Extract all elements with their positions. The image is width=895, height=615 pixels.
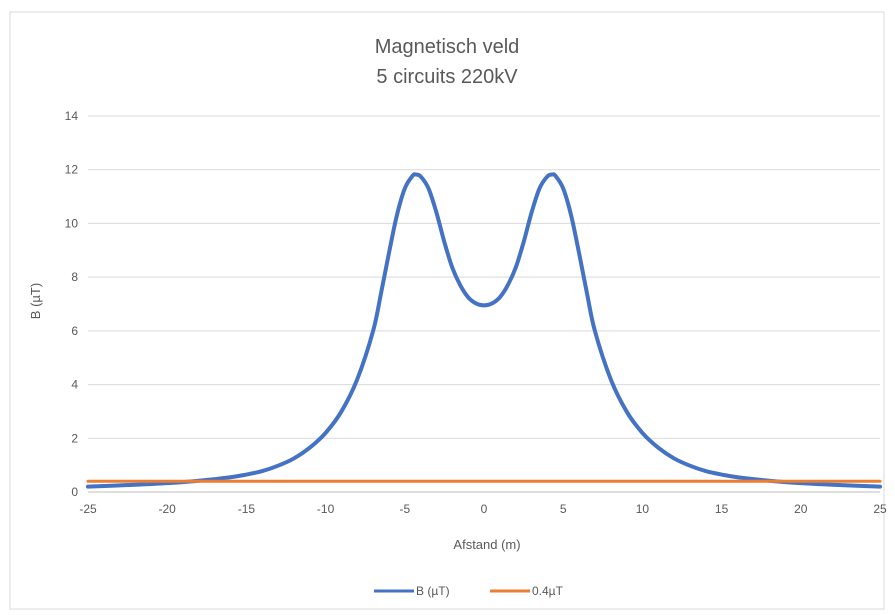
y-tick-label: 14: [65, 109, 79, 123]
x-tick-labels: -25 -20 -15 -10 -5 0 5 10 15 20 25: [79, 502, 887, 516]
legend-label: B (µT): [416, 584, 450, 598]
x-tick-label: -5: [399, 502, 410, 516]
y-tick-label: 6: [71, 324, 78, 338]
chart-title: Magnetisch veld: [375, 36, 520, 58]
x-tick-label: 0: [481, 502, 488, 516]
y-tick-label: 0: [71, 485, 78, 499]
series-line-b: [86, 172, 882, 489]
x-tick-label: -20: [159, 502, 177, 516]
chart-area-border: [9, 11, 885, 610]
x-tick-label: 5: [560, 502, 567, 516]
legend: B (µT) 0.4µT: [374, 584, 564, 598]
y-axis-title: B (µT): [28, 283, 43, 319]
x-tick-label: -10: [317, 502, 335, 516]
x-tick-label: 15: [715, 502, 729, 516]
gridlines: [88, 115, 880, 493]
x-tick-label: -25: [79, 502, 97, 516]
y-tick-label: 10: [65, 216, 79, 230]
x-tick-label: -15: [238, 502, 256, 516]
y-tick-label: 2: [71, 431, 78, 445]
y-tick-labels: 0 2 4 6 8 10 12 14: [65, 109, 79, 499]
x-tick-label: 10: [636, 502, 650, 516]
y-tick-label: 4: [71, 378, 78, 392]
x-tick-label: 20: [794, 502, 808, 516]
x-tick-label: 25: [873, 502, 887, 516]
series-group: [86, 172, 882, 489]
y-tick-label: 8: [71, 270, 78, 284]
y-tick-label: 12: [65, 163, 79, 177]
legend-label: 0.4µT: [532, 584, 564, 598]
chart-subtitle: 5 circuits 220kV: [376, 66, 518, 88]
x-axis-title: Afstand (m): [453, 537, 520, 552]
